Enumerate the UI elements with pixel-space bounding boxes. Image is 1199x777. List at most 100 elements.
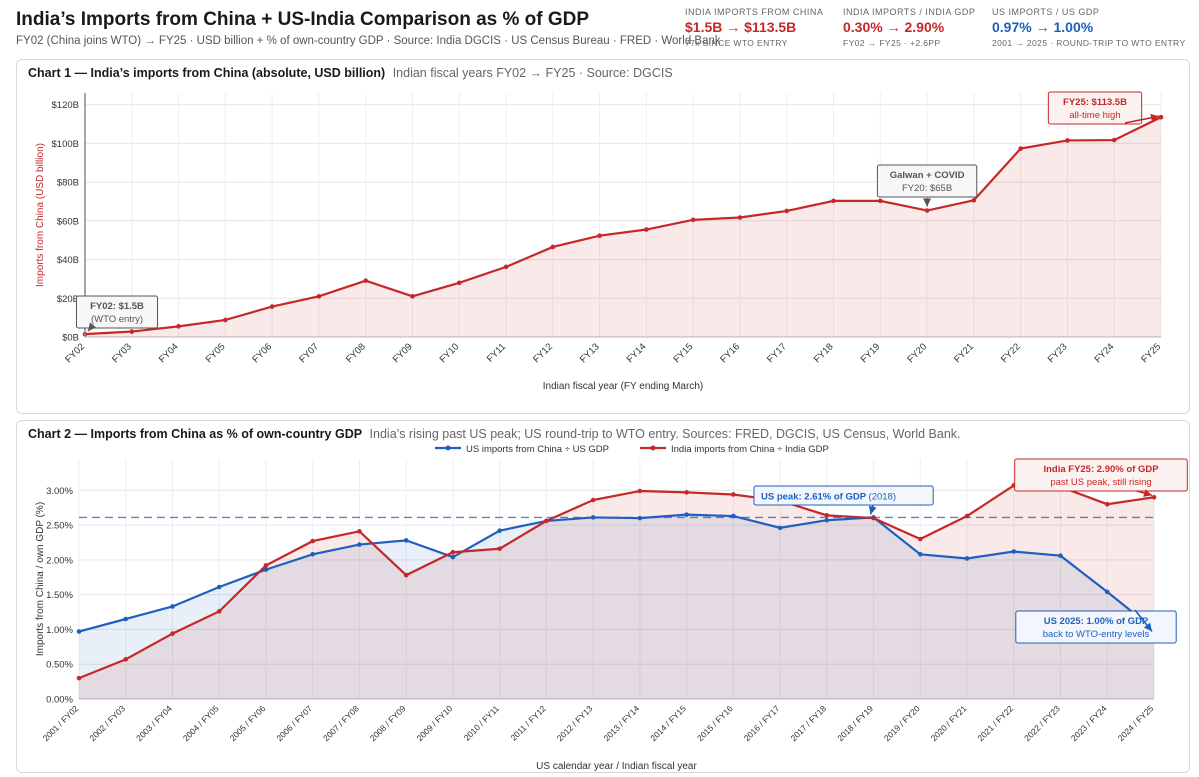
data-point	[637, 515, 643, 521]
x-tick-label: FY20	[905, 341, 929, 365]
y-tick-label: 3.00%	[46, 486, 73, 497]
chart-title-main: Chart 1 — India’s imports from China (ab…	[28, 66, 386, 80]
annotation-arrowhead	[1143, 622, 1152, 632]
chart-panel-gdp-share: Chart 2 — Imports from China as % of own…	[16, 420, 1190, 773]
x-tick-label: FY24	[1092, 341, 1116, 365]
data-point	[263, 563, 269, 568]
x-tick-label: 2012 / FY13	[555, 703, 595, 743]
y-tick-label: $40B	[57, 255, 79, 266]
data-point	[123, 657, 129, 662]
annotation-us-peak-box	[753, 485, 934, 506]
chart-gdp-share: US imports from China ÷ US GDP India impo…	[35, 444, 1188, 772]
x-tick-label: FY09	[391, 341, 415, 365]
annotation-galwan-box	[876, 164, 978, 198]
annotation-arrowhead	[868, 505, 877, 515]
data-point	[777, 525, 783, 531]
chart-title-sub: India’s rising past US peak; US round-tr…	[369, 427, 961, 441]
y-tick-label: $60B	[57, 216, 79, 227]
kpi-india-gdp-share: INDIA IMPORTS / INDIA GDP 0.30% → 2.90% …	[843, 7, 975, 48]
x-tick-label: FY10	[438, 341, 462, 365]
data-point	[871, 515, 876, 521]
data-point	[1058, 553, 1063, 558]
kpi-us-gdp-share: US IMPORTS / US GDP 0.97% → 1.00% 2001 →…	[992, 7, 1186, 48]
page-subtitle: FY02 (China joins WTO) → FY25 · USD bill…	[16, 35, 721, 47]
data-point	[357, 529, 362, 534]
data-point	[644, 227, 649, 232]
y-axis-title: Imports from China (USD billion)	[35, 143, 46, 287]
x-tick-label: 2007 / FY08	[321, 703, 361, 743]
data-point	[918, 536, 923, 542]
annotation-galwan-label: Galwan + COVID	[890, 170, 965, 181]
annotation-us-peak-label: US peak: 2.61% of GDP (2018)	[761, 492, 896, 503]
data-point	[597, 233, 602, 239]
chart-title-sub: Indian fiscal years FY02 → FY25 · Source…	[392, 66, 673, 80]
annotation-india-fy25-label: past US peak, still rising	[1050, 477, 1151, 488]
data-point	[831, 198, 836, 204]
annotation-arrowhead	[1143, 489, 1152, 497]
x-tick-label: FY08	[344, 341, 368, 365]
x-tick-label: FY06	[250, 341, 274, 365]
y-tick-label: 0.50%	[46, 660, 73, 671]
kpi-india-imports: INDIA IMPORTS FROM CHINA $1.5B → $113.5B…	[685, 7, 823, 48]
data-point	[824, 517, 830, 523]
y-tick-label: 1.50%	[46, 590, 73, 601]
annotation-arrowhead	[88, 322, 97, 332]
data-point	[824, 513, 830, 518]
data-point	[544, 518, 549, 524]
data-point	[129, 329, 135, 334]
x-tick-label: FY14	[625, 341, 649, 365]
x-tick-label: FY23	[1046, 341, 1070, 365]
x-tick-label: FY02	[63, 341, 87, 365]
x-tick-label: FY18	[812, 341, 836, 365]
data-point	[1065, 138, 1070, 143]
data-point	[1158, 114, 1164, 120]
x-tick-label: 2002 / FY03	[87, 703, 127, 743]
y-axis-title: Imports from China / own GDP (%)	[35, 502, 46, 656]
x-tick-label: FY13	[578, 341, 602, 365]
data-point	[170, 631, 175, 636]
legend-label: US imports from China ÷ US GDP	[466, 444, 609, 455]
data-point	[456, 280, 462, 286]
data-point	[784, 208, 790, 214]
series-line-0	[84, 116, 1162, 336]
data-point	[269, 304, 275, 309]
data-point	[450, 549, 456, 555]
x-tick-label: 2016 / FY17	[742, 703, 782, 743]
annotation-us-2025-label: US 2025: 1.00% of GDP	[1044, 616, 1149, 627]
legend-swatch-dot	[650, 445, 656, 451]
data-point	[410, 294, 415, 299]
kpi-value: 0.97% → 1.00%	[992, 19, 1094, 35]
x-tick-label: 2022 / FY23	[1022, 703, 1062, 743]
data-point	[550, 244, 556, 250]
data-point	[1018, 146, 1023, 151]
x-tick-label: FY17	[765, 341, 789, 365]
x-tick-label: 2017 / FY18	[788, 703, 828, 743]
data-point	[310, 552, 315, 557]
x-tick-label: 2001 / FY02	[41, 703, 81, 743]
data-point	[76, 675, 82, 681]
legend-label: India imports from China ÷ India GDP	[671, 444, 829, 455]
kpi-value: 0.30% → 2.90%	[843, 19, 945, 35]
annotation-wto-box	[75, 295, 159, 329]
data-point	[503, 264, 509, 270]
data-point	[497, 546, 502, 552]
annotation-fy25-label: FY25: $113.5B	[1063, 97, 1127, 108]
data-point	[497, 528, 502, 533]
data-point	[403, 538, 409, 543]
legend-swatch-dot	[445, 445, 451, 451]
data-point	[924, 208, 930, 213]
y-tick-label: $0B	[62, 333, 79, 344]
data-point	[590, 497, 596, 503]
data-point	[737, 215, 743, 220]
chart-title-main: Chart 2 — Imports from China as % of own…	[28, 427, 363, 441]
x-tick-label: 2013 / FY14	[601, 703, 641, 743]
chart-title: Chart 2 — Imports from China as % of own…	[28, 427, 961, 441]
data-point	[878, 198, 883, 204]
y-tick-label: 2.00%	[46, 555, 73, 566]
chart-title: Chart 1 — India’s imports from China (ab…	[28, 66, 673, 80]
x-tick-label: FY25	[1139, 341, 1163, 365]
data-point	[964, 556, 970, 561]
data-point	[170, 604, 175, 609]
data-point	[216, 609, 222, 614]
series-area-1	[79, 485, 1154, 699]
